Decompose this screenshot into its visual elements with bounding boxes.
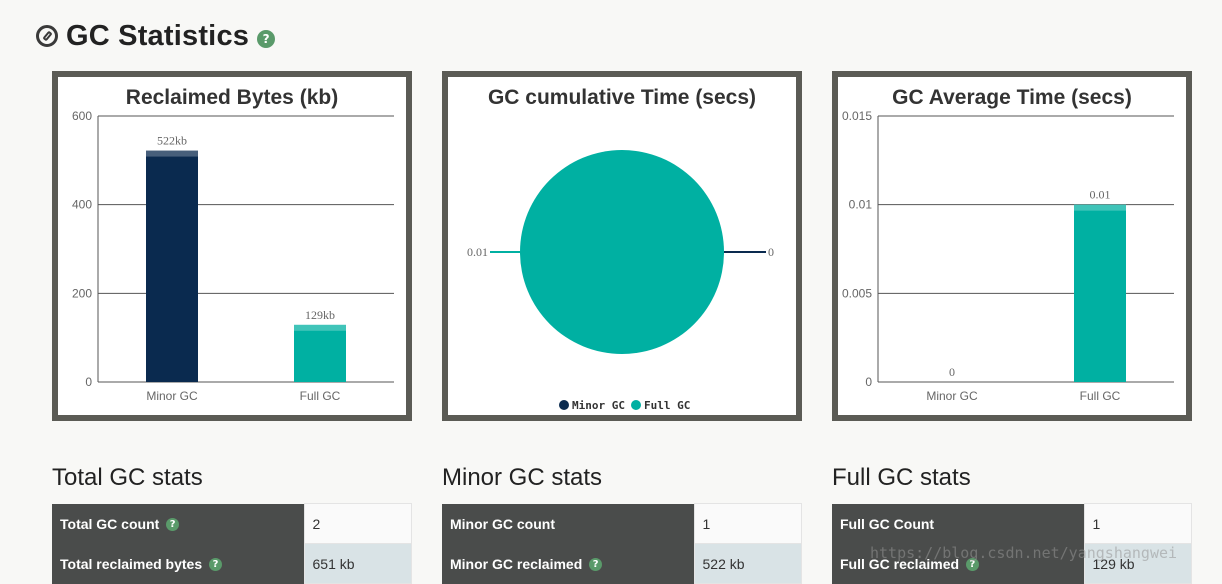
stat-label: Full GC Count bbox=[832, 503, 1084, 544]
total-gc-stats-title: Total GC stats bbox=[52, 464, 203, 491]
stat-label: Minor GC count bbox=[442, 503, 694, 544]
total-gc-stats-table: Total GC count ? 2 Total reclaimed bytes… bbox=[52, 503, 412, 584]
stat-label: Total reclaimed bytes ? bbox=[52, 543, 304, 584]
x-tick-label: Minor GC bbox=[926, 389, 978, 403]
table-row: Total GC count ? 2 bbox=[52, 503, 412, 544]
help-icon[interactable]: ? bbox=[166, 518, 180, 532]
pie-slice-full-gc bbox=[520, 150, 724, 354]
y-tick-label: 200 bbox=[72, 286, 92, 300]
data-label: 129kb bbox=[305, 308, 335, 322]
y-tick-label: 600 bbox=[72, 109, 92, 123]
y-tick-label: 400 bbox=[72, 198, 92, 212]
gc-cumulative-time-panel: GC cumulative Time (secs) 0 0.01 Minor GC Fu… bbox=[442, 71, 802, 421]
reclaimed-bytes-chart: Reclaimed Bytes (kb) 0 200 400 600 522kb Minor… bbox=[72, 86, 394, 403]
page-header: GC Statistics ? bbox=[36, 16, 276, 56]
y-tick-label: 0 bbox=[85, 375, 92, 389]
data-label: 0.01 bbox=[1090, 188, 1111, 202]
bar-full-gc bbox=[294, 324, 346, 382]
gc-cumulative-time-chart: GC cumulative Time (secs) 0 0.01 Minor GC Fu… bbox=[467, 86, 774, 412]
gc-average-time-chart: GC Average Time (secs) 0 0.005 0.01 0.015 0 Mi… bbox=[842, 86, 1174, 403]
help-icon[interactable]: ? bbox=[209, 558, 223, 572]
bar-minor-gc bbox=[146, 150, 198, 382]
table-row: Full GC Count 1 bbox=[832, 503, 1192, 544]
y-tick-label: 0.01 bbox=[849, 198, 873, 212]
y-tick-label: 0.015 bbox=[842, 109, 872, 123]
legend-marker bbox=[559, 400, 569, 410]
stat-label: Total GC count ? bbox=[52, 503, 304, 544]
data-label: 0 bbox=[949, 365, 955, 379]
table-row: Minor GC reclaimed ? 522 kb bbox=[442, 543, 802, 584]
chart-title: GC Average Time (secs) bbox=[892, 86, 1132, 109]
stat-value: 1 bbox=[1083, 503, 1192, 544]
data-label: 0.01 bbox=[467, 245, 488, 259]
legend-entry: Minor GC bbox=[572, 399, 625, 412]
compass-icon bbox=[36, 25, 58, 47]
help-icon[interactable]: ? bbox=[589, 558, 603, 572]
bar-highlight bbox=[294, 324, 346, 331]
minor-gc-stats-title: Minor GC stats bbox=[442, 464, 603, 491]
full-gc-stats-title: Full GC stats bbox=[832, 464, 971, 491]
bar-full-gc bbox=[1074, 204, 1126, 382]
y-tick-label: 0 bbox=[865, 375, 872, 389]
data-label: 0 bbox=[768, 245, 774, 259]
stat-label: Minor GC reclaimed ? bbox=[442, 543, 694, 584]
stat-value: 2 bbox=[303, 503, 412, 544]
help-icon[interactable]: ? bbox=[965, 558, 979, 572]
stat-value: 1 bbox=[693, 503, 802, 544]
help-icon[interactable]: ? bbox=[257, 30, 276, 48]
data-label: 522kb bbox=[157, 134, 187, 148]
reclaimed-bytes-panel: Reclaimed Bytes (kb) 0 200 400 600 522kb Minor… bbox=[52, 71, 412, 421]
x-tick-label: Minor GC bbox=[146, 389, 198, 403]
minor-gc-stats-table: Minor GC count 1 Minor GC reclaimed ? 52… bbox=[442, 503, 802, 584]
x-tick-label: Full GC bbox=[1080, 389, 1121, 403]
legend-entry: Full GC bbox=[644, 399, 690, 412]
stat-value: 522 kb bbox=[693, 543, 802, 584]
x-tick-label: Full GC bbox=[300, 389, 341, 403]
page-title: GC Statistics bbox=[66, 19, 250, 52]
table-row: Minor GC count 1 bbox=[442, 503, 802, 544]
legend-marker bbox=[631, 400, 641, 410]
watermark-text: https://blog.csdn.net/yangshangwei bbox=[870, 544, 1178, 562]
stat-value: 651 kb bbox=[303, 543, 412, 584]
table-row: Total reclaimed bytes ? 651 kb bbox=[52, 543, 412, 584]
bar-highlight bbox=[146, 150, 198, 157]
chart-title: Reclaimed Bytes (kb) bbox=[126, 86, 338, 109]
chart-title: GC cumulative Time (secs) bbox=[488, 86, 756, 109]
y-tick-label: 0.005 bbox=[842, 286, 872, 300]
bar-highlight bbox=[1074, 204, 1126, 211]
gc-average-time-panel: GC Average Time (secs) 0 0.005 0.01 0.015 0 Mi… bbox=[832, 71, 1192, 421]
